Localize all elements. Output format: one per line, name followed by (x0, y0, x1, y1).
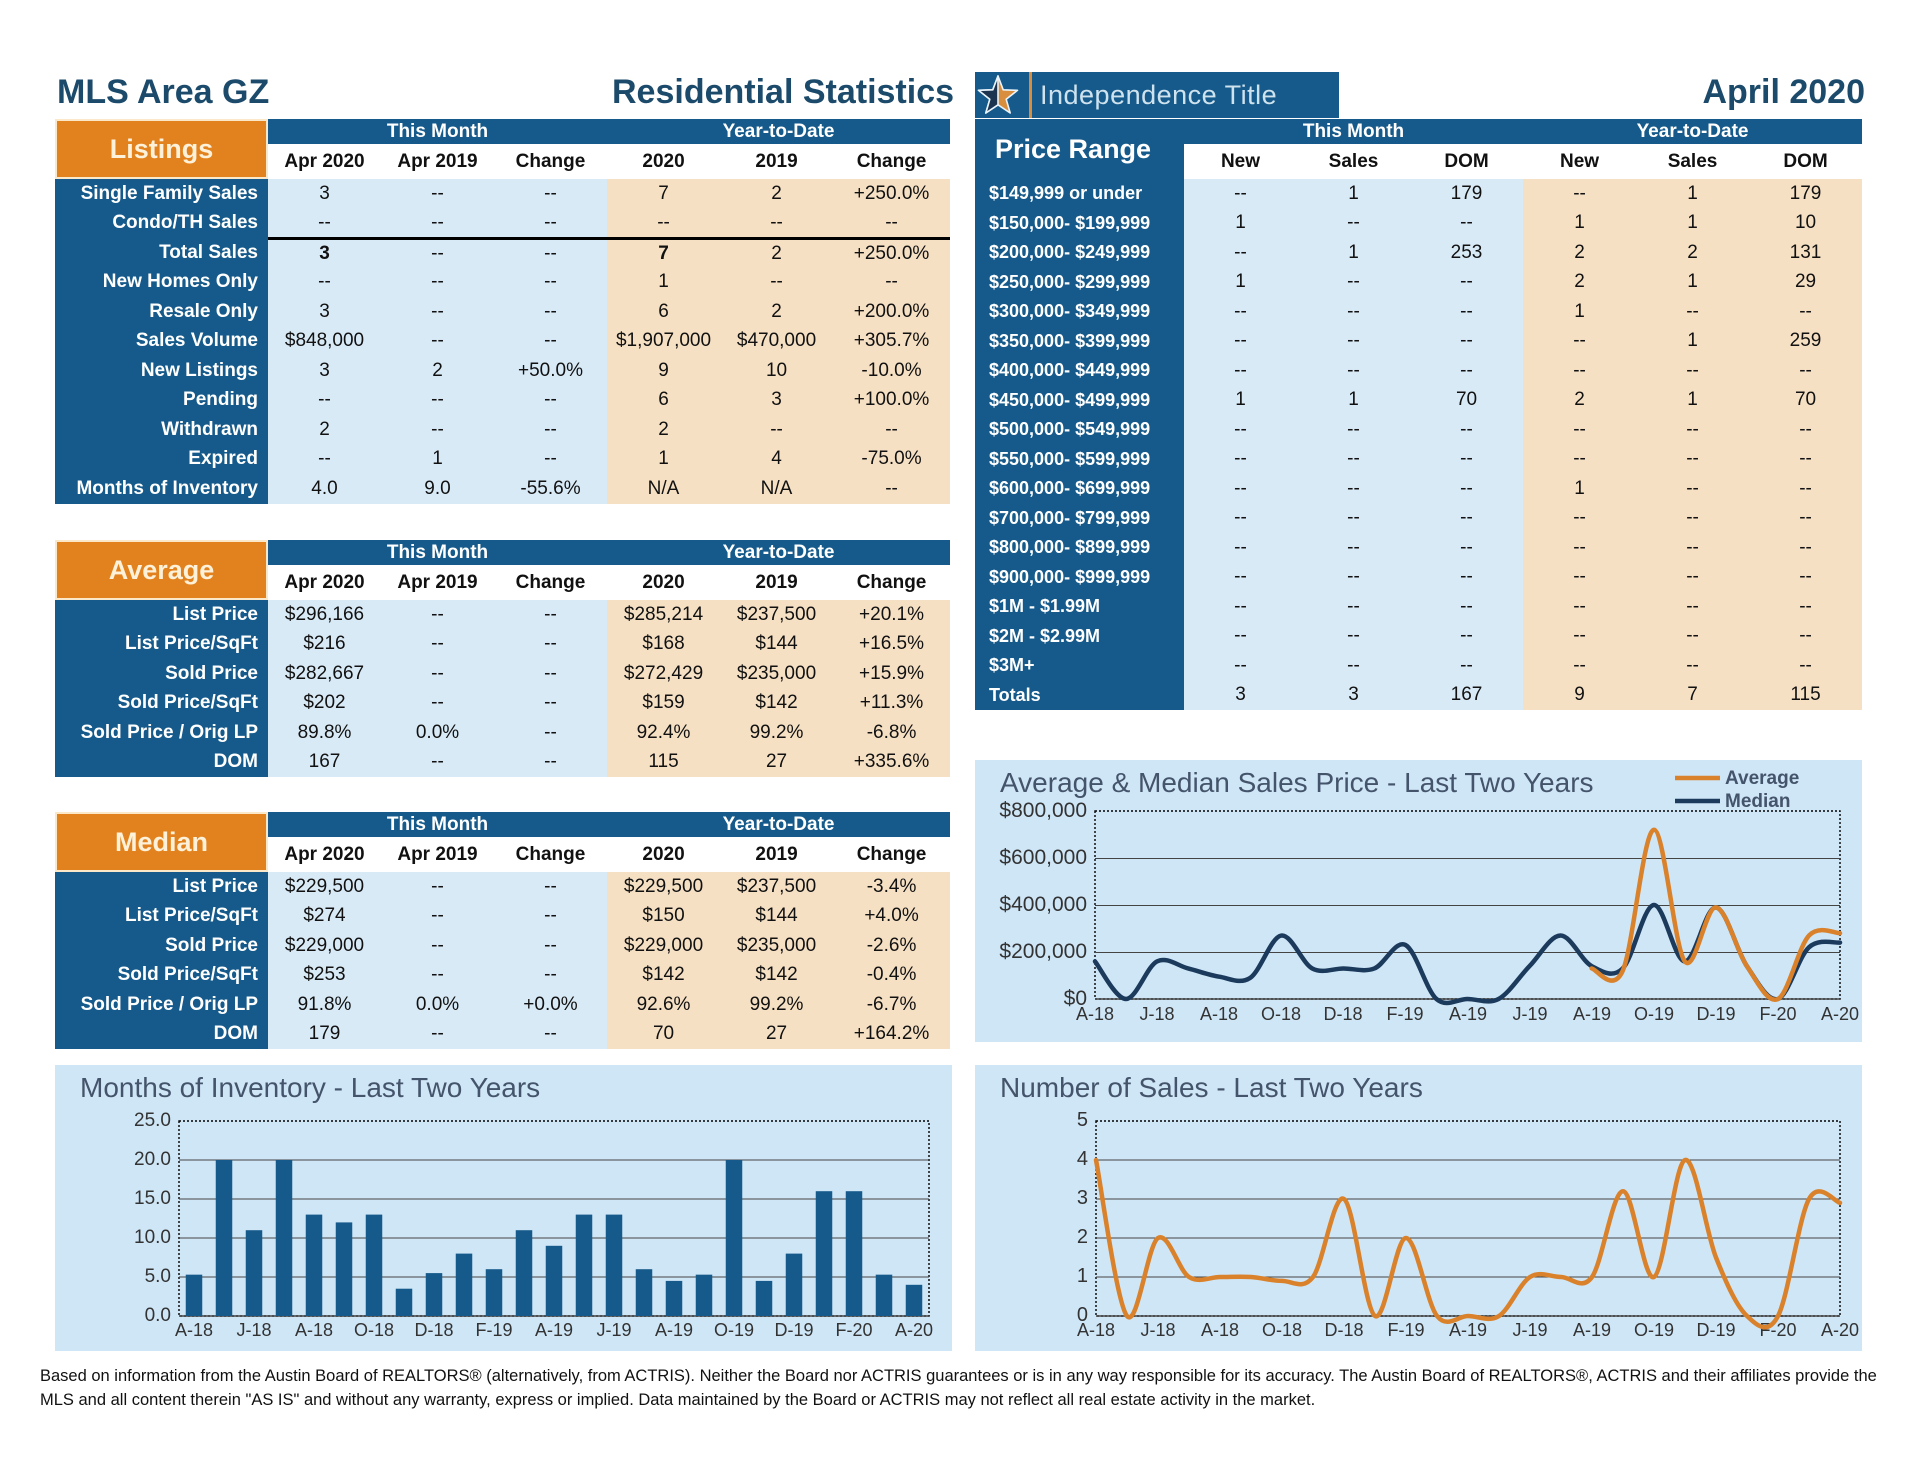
svg-text:20.0: 20.0 (134, 1149, 171, 1170)
svg-text:A-18: A-18 (1076, 1004, 1114, 1024)
svg-text:A-19: A-19 (1449, 1320, 1487, 1340)
svg-text:F-20: F-20 (835, 1320, 872, 1340)
svg-text:J-18: J-18 (236, 1320, 271, 1340)
svg-text:J-19: J-19 (1512, 1320, 1547, 1340)
svg-text:$400,000: $400,000 (999, 893, 1087, 916)
svg-text:Median: Median (1725, 791, 1790, 812)
svg-text:J-18: J-18 (1140, 1320, 1175, 1340)
svg-text:J-19: J-19 (596, 1320, 631, 1340)
svg-text:A-19: A-19 (1449, 1004, 1487, 1024)
svg-text:$800,000: $800,000 (999, 799, 1087, 822)
svg-text:A-18: A-18 (295, 1320, 333, 1340)
svg-text:3: 3 (1077, 1187, 1088, 1209)
svg-text:O-18: O-18 (1262, 1320, 1302, 1340)
svg-text:F-19: F-19 (1387, 1320, 1424, 1340)
svg-text:O-19: O-19 (714, 1320, 754, 1340)
svg-text:D-18: D-18 (414, 1320, 453, 1340)
svg-text:O-19: O-19 (1634, 1320, 1674, 1340)
svg-text:A-19: A-19 (535, 1320, 573, 1340)
svg-text:D-18: D-18 (1324, 1320, 1363, 1340)
svg-text:$600,000: $600,000 (999, 846, 1087, 869)
svg-text:2: 2 (1077, 1226, 1088, 1248)
svg-text:F-20: F-20 (1759, 1320, 1796, 1340)
svg-text:J-19: J-19 (1512, 1004, 1547, 1024)
svg-text:0.0: 0.0 (145, 1305, 171, 1326)
svg-text:A-20: A-20 (1821, 1004, 1859, 1024)
svg-text:O-18: O-18 (354, 1320, 394, 1340)
svg-text:D-19: D-19 (1696, 1004, 1735, 1024)
svg-text:15.0: 15.0 (134, 1188, 171, 1209)
svg-text:F-20: F-20 (1759, 1004, 1796, 1024)
svg-text:A-20: A-20 (1821, 1320, 1859, 1340)
svg-text:D-19: D-19 (1696, 1320, 1735, 1340)
svg-text:A-18: A-18 (1077, 1320, 1115, 1340)
svg-text:A-20: A-20 (895, 1320, 933, 1340)
svg-text:D-18: D-18 (1323, 1004, 1362, 1024)
svg-text:O-19: O-19 (1634, 1004, 1674, 1024)
svg-text:$200,000: $200,000 (999, 940, 1087, 963)
svg-text:Average: Average (1725, 768, 1799, 789)
svg-text:4: 4 (1077, 1148, 1088, 1170)
svg-text:F-19: F-19 (475, 1320, 512, 1340)
svg-text:A-18: A-18 (175, 1320, 213, 1340)
svg-text:A-19: A-19 (1573, 1004, 1611, 1024)
svg-text:5: 5 (1077, 1109, 1088, 1131)
svg-text:A-18: A-18 (1201, 1320, 1239, 1340)
svg-text:1: 1 (1077, 1265, 1088, 1287)
svg-text:10.0: 10.0 (134, 1227, 171, 1248)
svg-text:D-19: D-19 (774, 1320, 813, 1340)
svg-text:5.0: 5.0 (145, 1266, 171, 1287)
svg-text:A-19: A-19 (655, 1320, 693, 1340)
svg-text:O-18: O-18 (1261, 1004, 1301, 1024)
svg-text:A-18: A-18 (1200, 1004, 1238, 1024)
svg-text:J-18: J-18 (1139, 1004, 1174, 1024)
svg-text:A-19: A-19 (1573, 1320, 1611, 1340)
svg-text:25.0: 25.0 (134, 1110, 171, 1131)
svg-text:F-19: F-19 (1386, 1004, 1423, 1024)
